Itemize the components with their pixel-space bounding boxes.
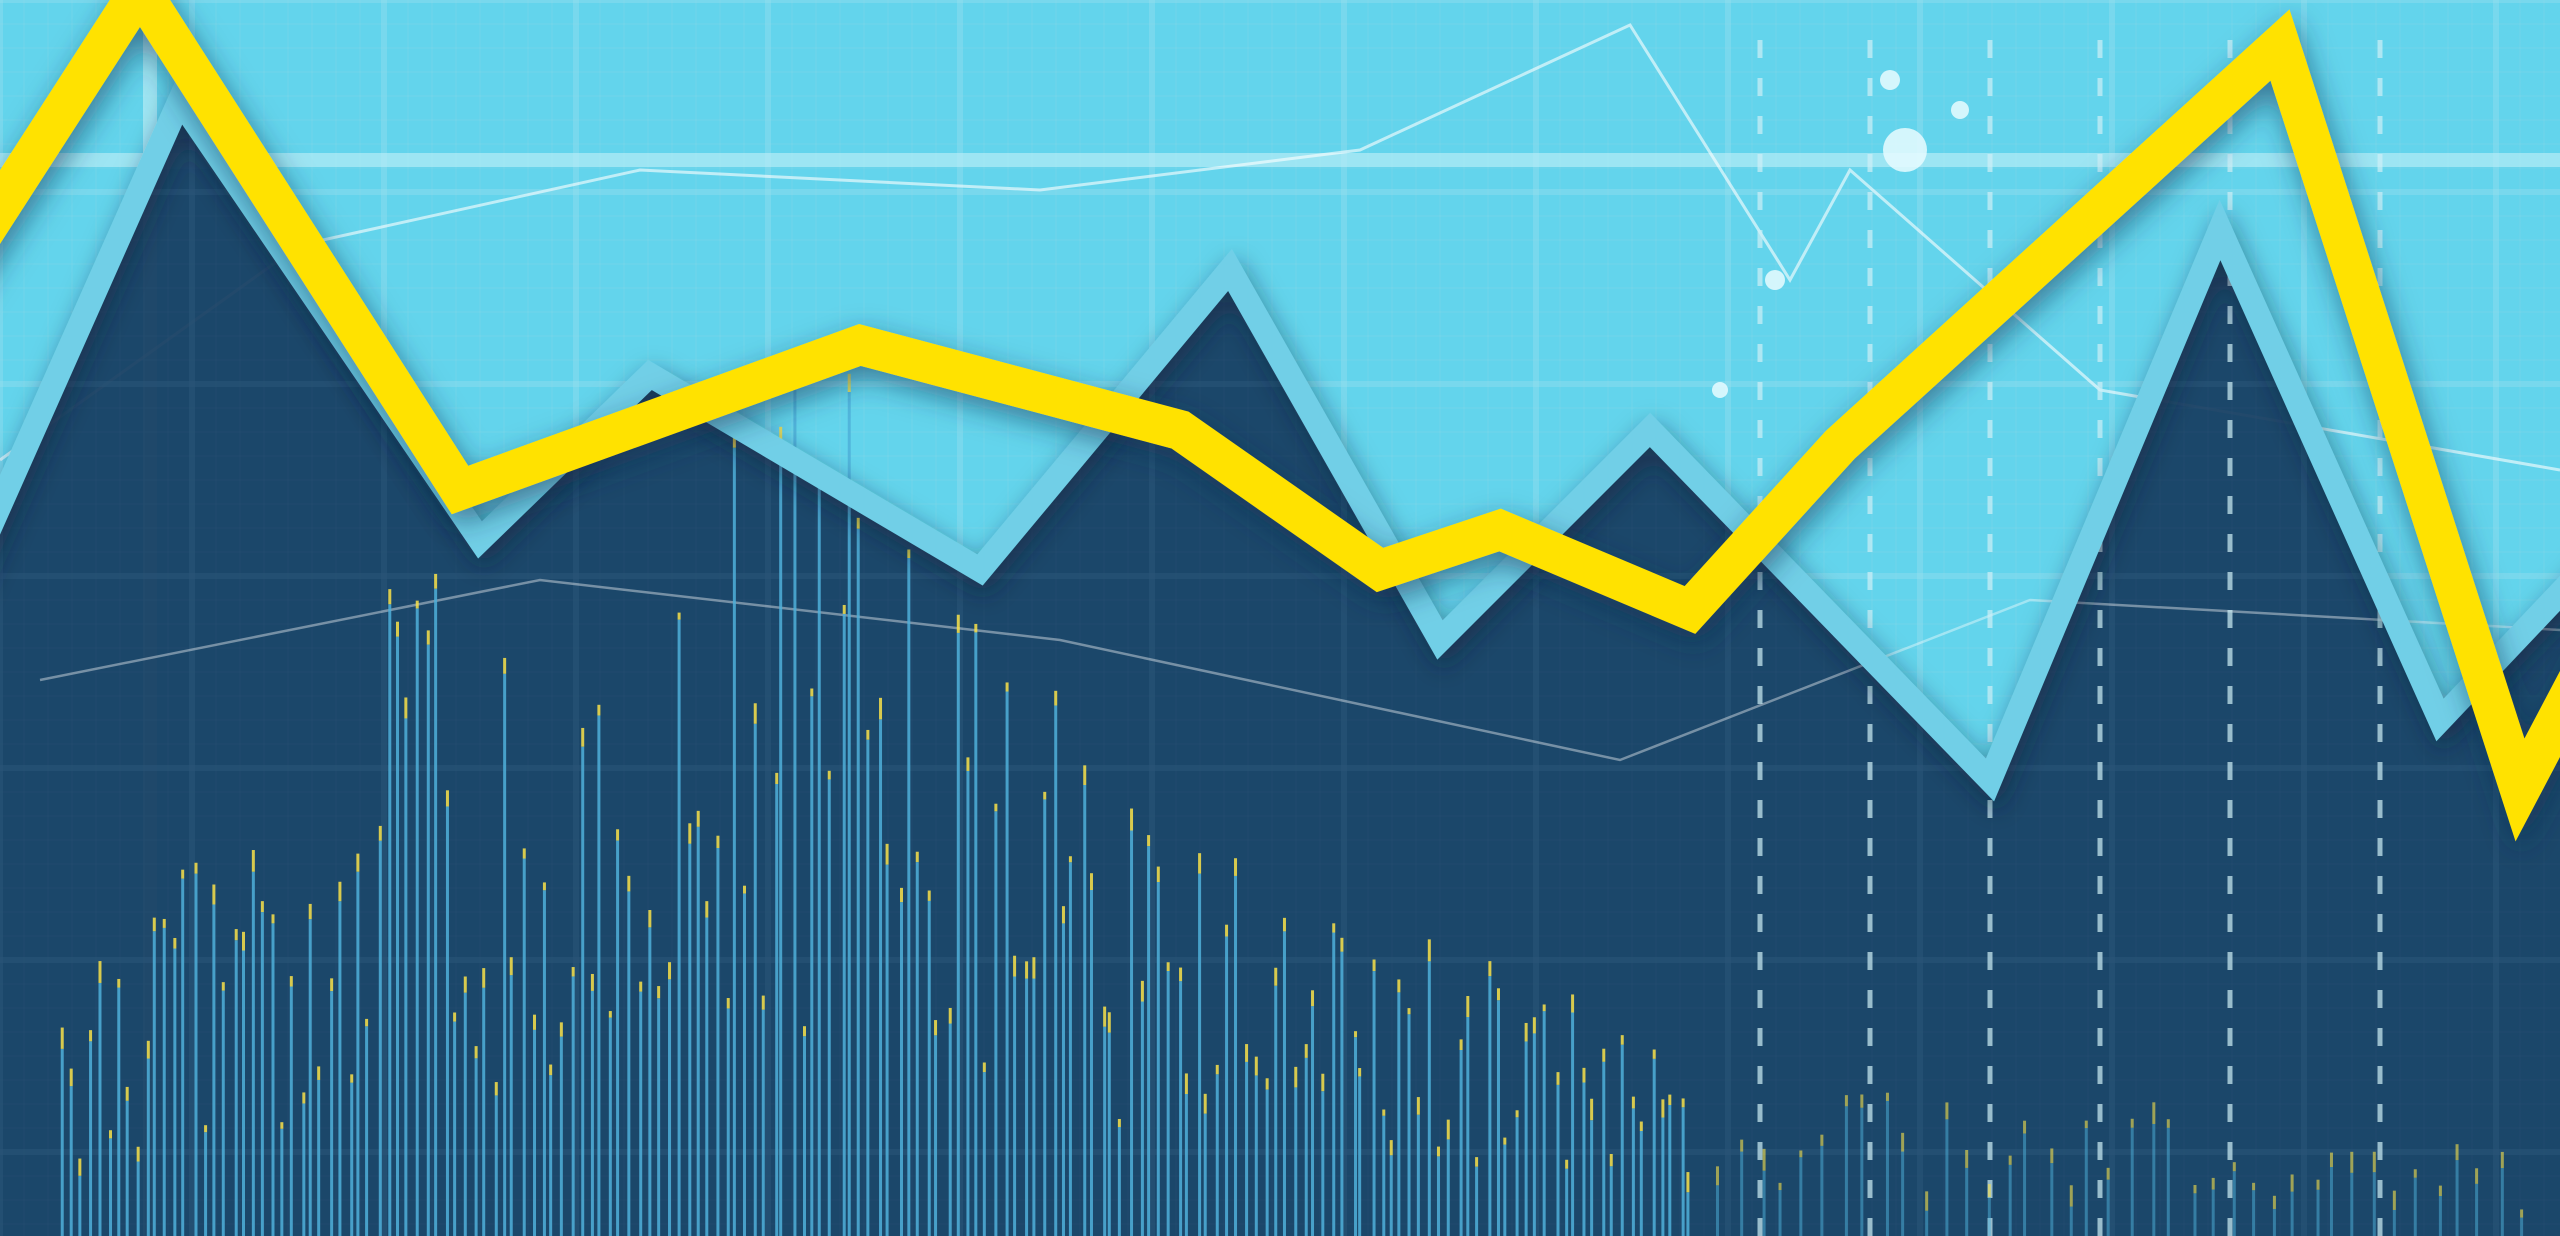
market-chart-illustration bbox=[0, 0, 2560, 1236]
chart-svg bbox=[0, 0, 2560, 1236]
